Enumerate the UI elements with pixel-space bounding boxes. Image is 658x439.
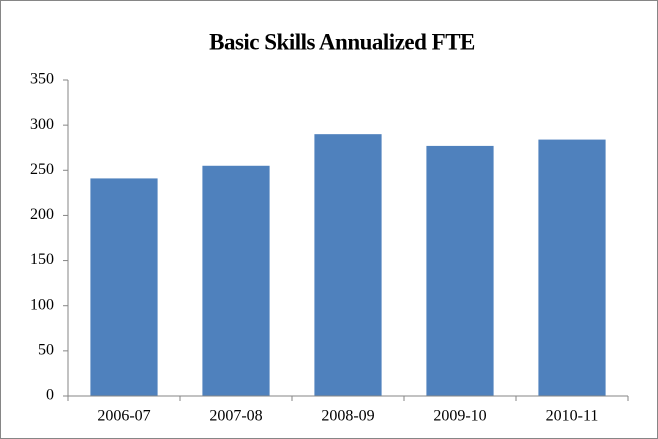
y-tick-label: 250 <box>30 161 54 178</box>
y-tick-label: 200 <box>30 206 54 223</box>
x-tick-label: 2006-07 <box>97 408 150 425</box>
x-tick-label: 2007-08 <box>209 408 262 425</box>
y-tick-label: 350 <box>30 71 54 88</box>
y-tick-label: 0 <box>46 387 54 404</box>
bar <box>90 178 158 396</box>
y-tick-label: 150 <box>30 251 54 268</box>
bar <box>314 134 382 396</box>
y-tick-label: 300 <box>30 116 54 133</box>
y-tick-label: 50 <box>38 342 54 359</box>
bar <box>426 145 494 396</box>
x-tick-label: 2009-10 <box>433 408 486 425</box>
bar <box>538 139 606 397</box>
bar <box>202 165 270 396</box>
x-tick-label: 2008-09 <box>321 408 374 425</box>
y-tick-label: 100 <box>30 296 54 313</box>
chart-title: Basic Skills Annualized FTE <box>209 29 475 54</box>
x-tick-label: 2010-11 <box>546 408 599 425</box>
